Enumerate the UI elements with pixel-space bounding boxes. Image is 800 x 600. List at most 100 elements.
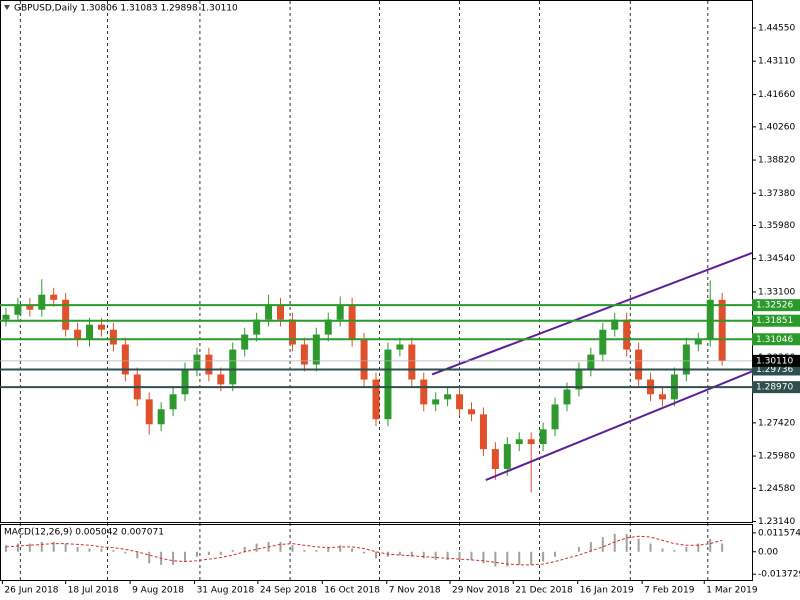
level-label-box bbox=[752, 381, 800, 394]
y-tick-label: 1.38820 bbox=[758, 156, 795, 166]
x-tick-label: 1 Mar 2019 bbox=[706, 586, 758, 596]
candle-body bbox=[718, 299, 726, 361]
x-tick-label: 16 Jan 2019 bbox=[580, 586, 634, 596]
signal-line bbox=[5, 535, 723, 566]
level-label: 1.31851 bbox=[756, 316, 793, 326]
candle-body bbox=[181, 369, 189, 395]
candle-body bbox=[277, 304, 285, 320]
candle-body bbox=[241, 334, 249, 350]
candle-body bbox=[205, 354, 213, 375]
candle-body bbox=[312, 334, 320, 365]
y-tick-label: 1.37380 bbox=[758, 189, 795, 199]
y-tick-label: 0.011574 bbox=[758, 528, 800, 538]
candle-body bbox=[121, 344, 129, 375]
candle-body bbox=[396, 344, 404, 350]
candle-body bbox=[551, 404, 559, 430]
candle-body bbox=[372, 379, 380, 420]
candle-body bbox=[14, 304, 22, 315]
y-tick-label: 1.34540 bbox=[758, 254, 795, 264]
candle-body bbox=[456, 394, 464, 410]
candle-body bbox=[682, 344, 690, 375]
candle-body bbox=[265, 304, 273, 320]
candle-body bbox=[38, 294, 46, 310]
candle-body bbox=[74, 329, 82, 340]
x-tick-label: 29 Nov 2018 bbox=[452, 586, 510, 596]
candle-body bbox=[157, 409, 165, 425]
candle-body bbox=[348, 304, 356, 340]
candle-body bbox=[253, 319, 261, 335]
y-tick-label: 1.43110 bbox=[758, 57, 795, 67]
candle-body bbox=[539, 429, 547, 445]
candle-body bbox=[515, 439, 523, 445]
candle-body bbox=[97, 324, 105, 330]
candle-body bbox=[229, 349, 237, 385]
candle-body bbox=[575, 369, 583, 390]
candle-body bbox=[217, 374, 225, 385]
candle-body bbox=[623, 319, 631, 350]
candle-body bbox=[50, 294, 58, 300]
x-tick-label: 24 Sep 2018 bbox=[260, 586, 317, 596]
candle-body bbox=[360, 339, 368, 380]
y-tick-label: 1.41660 bbox=[758, 90, 795, 100]
main-panel-frame bbox=[0, 0, 753, 523]
candle-body bbox=[658, 394, 666, 400]
y-tick-label: 1.27420 bbox=[758, 418, 795, 428]
candle-body bbox=[26, 304, 34, 310]
x-tick-label: 7 Feb 2019 bbox=[644, 586, 695, 596]
candle-body bbox=[599, 329, 607, 355]
x-tick-label: 9 Aug 2018 bbox=[132, 586, 184, 596]
x-tick-label: 21 Dec 2018 bbox=[515, 586, 573, 596]
x-tick-label: 26 Jun 2018 bbox=[4, 586, 58, 596]
level-label: 1.32526 bbox=[756, 301, 793, 311]
candle-body bbox=[62, 299, 70, 330]
candle-body bbox=[288, 319, 296, 345]
candle-body bbox=[408, 344, 416, 380]
candle-body bbox=[324, 319, 332, 335]
y-tick-label: 1.25980 bbox=[758, 452, 795, 462]
candle-body bbox=[635, 349, 643, 380]
x-tick-label: 7 Nov 2018 bbox=[389, 586, 441, 596]
x-tick-label: 31 Aug 2018 bbox=[197, 586, 255, 596]
candle-body bbox=[86, 324, 94, 340]
x-tick-label: 18 Jul 2018 bbox=[68, 586, 119, 596]
macd-title: MACD(12,26,9) 0.005042 0.007071 bbox=[4, 528, 164, 538]
trend-line bbox=[485, 370, 753, 481]
current-price-box bbox=[752, 354, 800, 367]
candle-body bbox=[444, 394, 452, 400]
x-tick-label: 16 Oct 2018 bbox=[324, 586, 380, 596]
candle-body bbox=[193, 354, 201, 370]
y-tick-label: 1.24580 bbox=[758, 484, 795, 494]
y-tick-label: 0.00 bbox=[758, 547, 778, 557]
candle-body bbox=[527, 439, 535, 445]
candle-body bbox=[491, 449, 499, 469]
candle-body bbox=[694, 339, 702, 345]
candle-body bbox=[467, 409, 475, 415]
trend-line bbox=[431, 252, 753, 376]
current-price-label: 1.30110 bbox=[756, 356, 793, 366]
y-tick-label: 1.35980 bbox=[758, 221, 795, 231]
y-tick-label: 1.44550 bbox=[758, 23, 795, 33]
level-label-box bbox=[752, 314, 800, 327]
chart-title: GBPUSD,Daily 1.30806 1.31083 1.29898 1.3… bbox=[14, 4, 238, 14]
candle-body bbox=[479, 414, 487, 450]
candle-body bbox=[300, 344, 308, 365]
candle-body bbox=[2, 314, 10, 320]
level-label-box bbox=[752, 299, 800, 312]
y-tick-label: 1.23140 bbox=[758, 517, 795, 527]
candle-body bbox=[587, 354, 595, 370]
candle-body bbox=[706, 299, 714, 340]
y-tick-label: -0.013729 bbox=[758, 570, 800, 580]
y-tick-label: 1.33100 bbox=[758, 287, 795, 297]
candle-body bbox=[336, 304, 344, 320]
candle-body bbox=[563, 389, 571, 405]
candle-body bbox=[145, 399, 153, 425]
candle-body bbox=[432, 399, 440, 405]
candle-body bbox=[384, 349, 392, 420]
candle-body bbox=[503, 444, 511, 469]
y-tick-label: 1.40260 bbox=[758, 122, 795, 132]
level-label: 1.28970 bbox=[756, 383, 793, 393]
candle-body bbox=[420, 379, 428, 405]
